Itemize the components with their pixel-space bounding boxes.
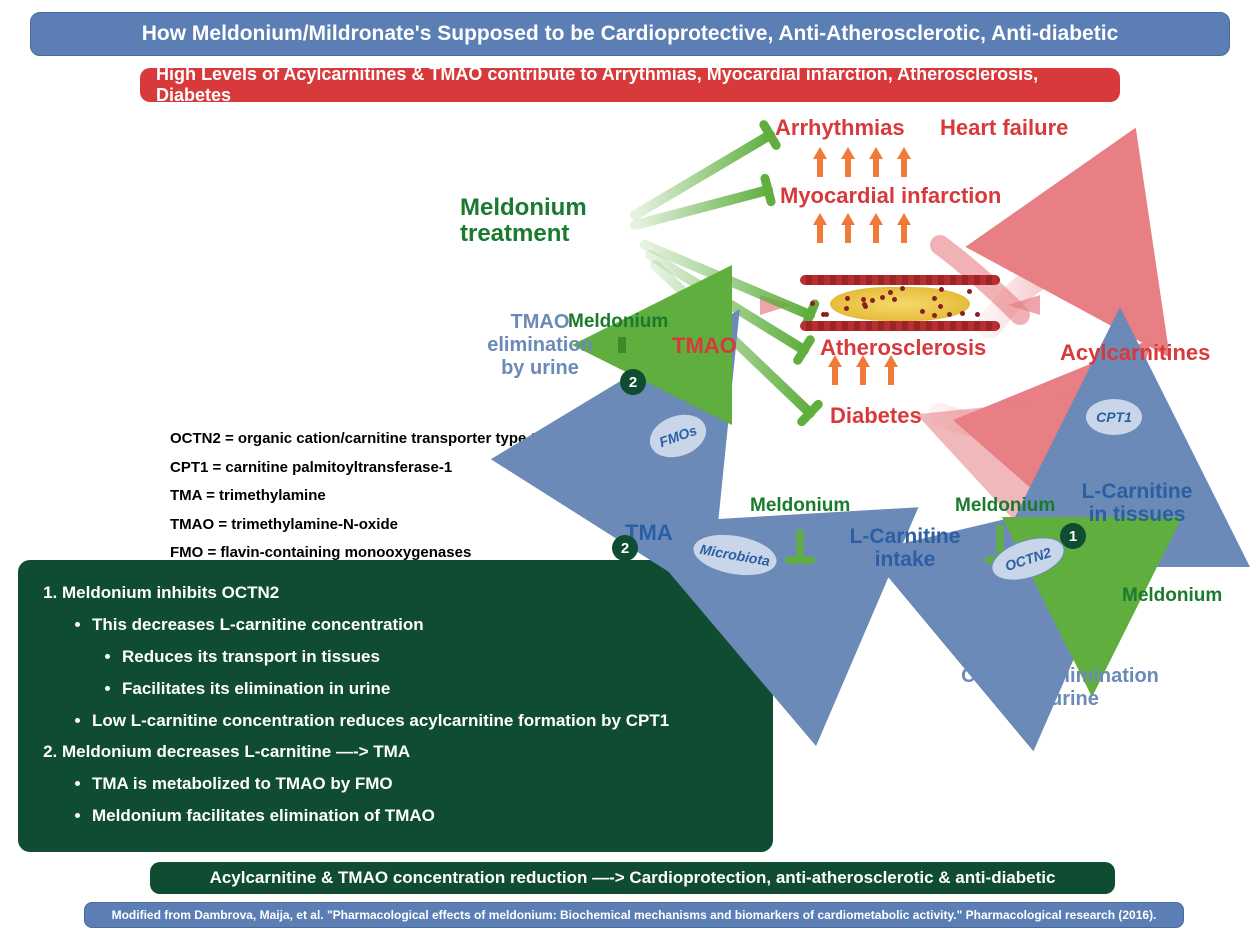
meldonium-treatment-label: Meldoniumtreatment — [460, 195, 587, 248]
meldonium-small-2: Meldonium — [750, 495, 850, 517]
badge-2a: 2 — [620, 369, 646, 395]
subtitle-text: High Levels of Acylcarnitines & TMAO con… — [156, 64, 1104, 106]
arrhythmias-label: Arrhythmias — [775, 115, 905, 141]
carn-elim-label: Carnitine elimination by urine — [960, 665, 1160, 711]
meldonium-small-1: Meldonium — [568, 311, 668, 333]
diabetes-label: Diabetes — [830, 403, 922, 429]
title-text: How Meldonium/Mildronate's Supposed to b… — [142, 22, 1119, 46]
green-inhibitors-group — [635, 125, 818, 422]
title-banner: How Meldonium/Mildronate's Supposed to b… — [30, 12, 1230, 56]
conclusion-banner: Acylcarnitine & TMAO concentration reduc… — [150, 862, 1115, 894]
expl-text: Meldonium decreases L-carnitine —-> TMA — [62, 742, 410, 761]
citation-text: Modified from Dambrova, Maija, et al. "P… — [112, 908, 1157, 922]
lcarn-tissues-label: L-Carnitine in tissues — [1072, 480, 1202, 526]
expl-sub: Meldonium facilitates elimination of TMA… — [92, 802, 751, 831]
heart-failure-label: Heart failure — [940, 115, 1068, 141]
conclusion-text: Acylcarnitine & TMAO concentration reduc… — [210, 868, 1056, 888]
fmos-text: FMOs — [657, 422, 699, 450]
athero-label: Atherosclerosis — [820, 335, 986, 361]
subtitle-banner: High Levels of Acylcarnitines & TMAO con… — [140, 68, 1120, 102]
mechanism-diagram: Meldoniumtreatment Arrhythmias Heart fai… — [420, 115, 1250, 755]
cpt1-text: CPT1 — [1096, 409, 1132, 425]
expl-text: Meldonium inhibits OCTN2 — [62, 583, 279, 602]
vessel-illustration — [800, 275, 1000, 331]
expl-sub: TMA is metabolized to TMAO by FMO — [92, 770, 751, 799]
acylcarnitines-label: Acylcarnitines — [1060, 340, 1210, 366]
lcarn-intake-label: L-Carnitine intake — [840, 525, 970, 571]
badge-1: 1 — [1060, 523, 1086, 549]
expl-text: This decreases L-carnitine concentration — [92, 615, 424, 634]
mi-label: Myocardial infarction — [780, 183, 1001, 209]
meldonium-small-3: Meldonium — [955, 495, 1055, 517]
tmao-label: TMAO — [672, 333, 737, 359]
octn2-text: OCTN2 — [1003, 544, 1053, 574]
citation-banner: Modified from Dambrova, Maija, et al. "P… — [84, 902, 1184, 928]
cpt1-oval: CPT1 — [1085, 398, 1143, 436]
meldonium-small-4: Meldonium — [1122, 585, 1222, 607]
microbiota-text: Microbiota — [699, 541, 771, 569]
badge-2b: 2 — [612, 535, 638, 561]
